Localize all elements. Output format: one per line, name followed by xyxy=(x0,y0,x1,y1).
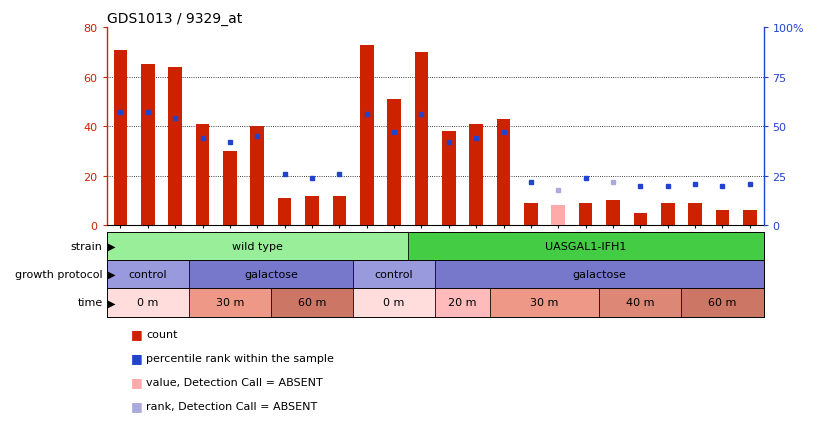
Text: rank, Detection Call = ABSENT: rank, Detection Call = ABSENT xyxy=(146,401,318,411)
Text: 0 m: 0 m xyxy=(383,298,405,308)
Bar xyxy=(681,289,764,317)
Bar xyxy=(435,260,764,289)
Text: ■: ■ xyxy=(131,399,143,412)
Text: ■: ■ xyxy=(131,375,143,388)
Bar xyxy=(661,204,675,226)
Text: control: control xyxy=(374,270,414,279)
Text: count: count xyxy=(146,329,177,339)
Text: 30 m: 30 m xyxy=(530,298,559,308)
Bar xyxy=(168,68,182,226)
Text: growth protocol: growth protocol xyxy=(15,270,103,279)
Text: percentile rank within the sample: percentile rank within the sample xyxy=(146,353,334,363)
Bar xyxy=(716,211,729,226)
Text: GDS1013 / 9329_at: GDS1013 / 9329_at xyxy=(107,12,242,26)
Bar xyxy=(524,204,538,226)
Text: ▶: ▶ xyxy=(108,298,116,308)
Bar xyxy=(113,50,127,226)
Bar xyxy=(305,196,319,226)
Bar xyxy=(442,132,456,226)
Bar xyxy=(408,232,764,260)
Bar xyxy=(435,289,490,317)
Text: ▶: ▶ xyxy=(108,241,116,251)
Bar xyxy=(353,289,435,317)
Bar xyxy=(490,289,599,317)
Bar xyxy=(360,46,374,226)
Bar xyxy=(743,211,757,226)
Bar xyxy=(277,198,291,226)
Bar xyxy=(470,125,483,226)
Text: strain: strain xyxy=(71,241,103,251)
Bar xyxy=(195,125,209,226)
Bar xyxy=(388,100,401,226)
Bar xyxy=(250,127,264,226)
Bar xyxy=(353,260,435,289)
Text: 60 m: 60 m xyxy=(709,298,736,308)
Bar xyxy=(189,260,353,289)
Text: ▶: ▶ xyxy=(108,270,116,279)
Bar xyxy=(107,289,189,317)
Bar xyxy=(497,119,511,226)
Bar xyxy=(189,289,271,317)
Text: time: time xyxy=(77,298,103,308)
Text: 40 m: 40 m xyxy=(626,298,654,308)
Text: wild type: wild type xyxy=(232,241,282,251)
Text: galactose: galactose xyxy=(572,270,626,279)
Text: galactose: galactose xyxy=(244,270,298,279)
Bar xyxy=(599,289,681,317)
Text: ■: ■ xyxy=(131,352,143,365)
Bar xyxy=(579,204,593,226)
Bar xyxy=(223,151,236,226)
Text: ■: ■ xyxy=(131,328,143,341)
Text: value, Detection Call = ABSENT: value, Detection Call = ABSENT xyxy=(146,377,323,387)
Bar xyxy=(606,201,620,226)
Bar xyxy=(271,289,353,317)
Text: control: control xyxy=(128,270,167,279)
Bar xyxy=(634,214,647,226)
Bar xyxy=(333,196,346,226)
Text: 30 m: 30 m xyxy=(216,298,244,308)
Text: 0 m: 0 m xyxy=(137,298,158,308)
Text: 60 m: 60 m xyxy=(298,298,326,308)
Bar xyxy=(107,260,189,289)
Bar xyxy=(107,232,408,260)
Bar xyxy=(552,206,565,226)
Bar xyxy=(141,65,154,226)
Bar xyxy=(688,204,702,226)
Bar xyxy=(415,53,429,226)
Text: 20 m: 20 m xyxy=(448,298,477,308)
Text: UASGAL1-IFH1: UASGAL1-IFH1 xyxy=(545,241,626,251)
